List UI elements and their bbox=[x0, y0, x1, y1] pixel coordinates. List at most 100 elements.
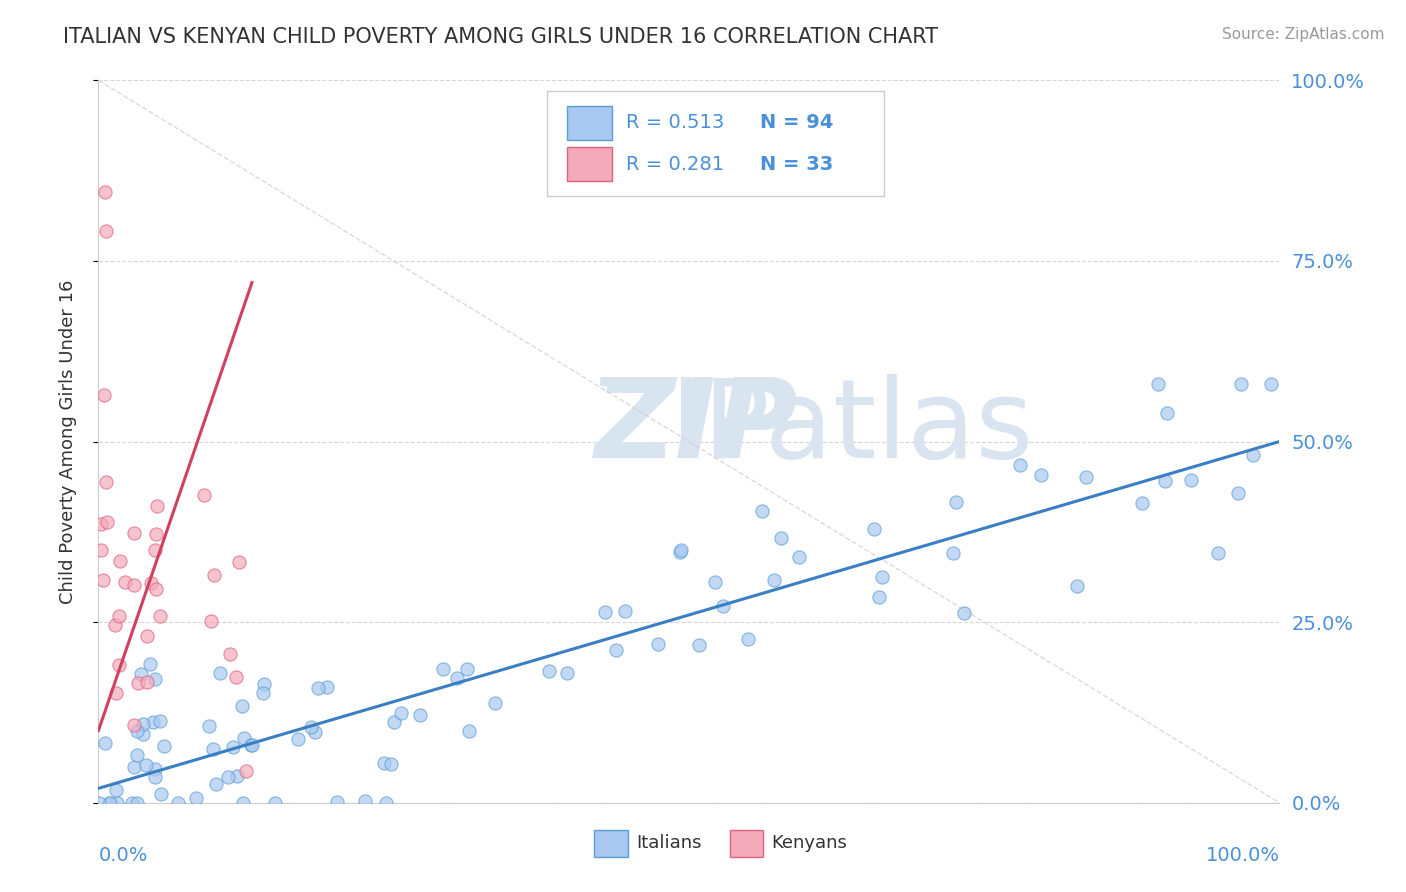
Point bbox=[131, 717, 153, 731]
Point bbox=[127, 675, 149, 690]
Point bbox=[152, 739, 174, 753]
Point bbox=[263, 796, 285, 810]
Point bbox=[136, 629, 159, 643]
Point bbox=[1132, 496, 1154, 510]
Point bbox=[614, 603, 637, 617]
Point bbox=[668, 544, 690, 558]
Point bbox=[222, 740, 245, 755]
Point bbox=[225, 670, 247, 684]
Point bbox=[751, 504, 773, 518]
Point bbox=[1008, 458, 1031, 472]
Point bbox=[1260, 376, 1282, 391]
Point bbox=[193, 488, 215, 502]
Point bbox=[870, 570, 893, 584]
Point bbox=[104, 686, 127, 700]
Bar bbox=[730, 830, 763, 857]
Point bbox=[149, 608, 172, 623]
Point bbox=[353, 794, 375, 808]
Point bbox=[105, 782, 128, 797]
Text: ZIPatlas: ZIPatlas bbox=[595, 374, 1033, 481]
Point bbox=[93, 737, 115, 751]
Text: R = 0.281: R = 0.281 bbox=[626, 154, 724, 174]
Point bbox=[389, 706, 412, 721]
Point bbox=[149, 714, 172, 728]
Text: ZIP: ZIP bbox=[595, 374, 799, 481]
Point bbox=[325, 795, 347, 809]
Text: ITALIAN VS KENYAN CHILD POVERTY AMONG GIRLS UNDER 16 CORRELATION CHART: ITALIAN VS KENYAN CHILD POVERTY AMONG GI… bbox=[63, 27, 938, 46]
Point bbox=[1154, 474, 1177, 488]
Point bbox=[593, 605, 616, 619]
Point bbox=[204, 777, 226, 791]
Text: N = 94: N = 94 bbox=[759, 113, 834, 132]
Point bbox=[122, 760, 145, 774]
Point bbox=[1206, 546, 1229, 560]
Point bbox=[145, 500, 167, 514]
Point bbox=[96, 224, 118, 238]
Point bbox=[127, 723, 149, 738]
Point bbox=[141, 576, 163, 591]
Point bbox=[456, 662, 478, 676]
Point bbox=[91, 574, 114, 588]
Point bbox=[868, 591, 890, 605]
Point bbox=[100, 796, 122, 810]
Text: Italians: Italians bbox=[636, 834, 702, 852]
Point bbox=[1230, 376, 1253, 391]
Point bbox=[1180, 473, 1202, 487]
Point bbox=[703, 575, 725, 590]
Point bbox=[121, 796, 143, 810]
Point bbox=[93, 388, 115, 402]
Point bbox=[457, 724, 479, 739]
Point bbox=[228, 556, 250, 570]
Point bbox=[136, 675, 159, 690]
Point bbox=[122, 718, 145, 732]
Text: 0.0%: 0.0% bbox=[98, 847, 148, 865]
Point bbox=[287, 732, 309, 747]
Point bbox=[446, 671, 468, 685]
Point bbox=[226, 769, 249, 783]
Point bbox=[208, 665, 231, 680]
Point bbox=[96, 515, 118, 529]
Point bbox=[1146, 376, 1168, 391]
Point bbox=[380, 757, 402, 772]
Point bbox=[202, 567, 225, 582]
Point bbox=[105, 796, 128, 810]
Point bbox=[218, 647, 240, 661]
FancyBboxPatch shape bbox=[547, 91, 884, 196]
Point bbox=[143, 543, 166, 558]
Point bbox=[375, 796, 398, 810]
Point bbox=[108, 609, 131, 624]
Y-axis label: Child Poverty Among Girls Under 16: Child Poverty Among Girls Under 16 bbox=[59, 279, 77, 604]
Point bbox=[98, 796, 121, 810]
Point bbox=[114, 574, 136, 589]
Point bbox=[149, 788, 172, 802]
Bar bbox=[567, 105, 612, 140]
Point bbox=[382, 714, 405, 729]
Point bbox=[769, 531, 792, 545]
Point bbox=[316, 681, 339, 695]
Point bbox=[145, 771, 167, 785]
Point bbox=[763, 574, 786, 588]
Point bbox=[1156, 406, 1178, 420]
Point bbox=[240, 738, 263, 752]
Text: Source: ZipAtlas.com: Source: ZipAtlas.com bbox=[1222, 27, 1385, 42]
Point bbox=[184, 790, 207, 805]
Point bbox=[122, 578, 145, 592]
Point bbox=[122, 525, 145, 540]
Point bbox=[1029, 468, 1052, 483]
Point bbox=[688, 638, 710, 652]
Point bbox=[1241, 448, 1264, 462]
Point bbox=[145, 526, 167, 541]
Point bbox=[145, 762, 167, 776]
Point bbox=[90, 516, 112, 531]
Point bbox=[605, 643, 627, 657]
Point bbox=[1227, 486, 1250, 500]
Point bbox=[94, 186, 117, 200]
Point bbox=[235, 764, 257, 778]
Point bbox=[108, 658, 131, 673]
Point bbox=[432, 662, 454, 676]
Point bbox=[125, 796, 148, 810]
Point bbox=[217, 770, 239, 784]
Text: Kenyans: Kenyans bbox=[772, 834, 848, 852]
Point bbox=[862, 522, 884, 536]
Point bbox=[484, 696, 506, 710]
